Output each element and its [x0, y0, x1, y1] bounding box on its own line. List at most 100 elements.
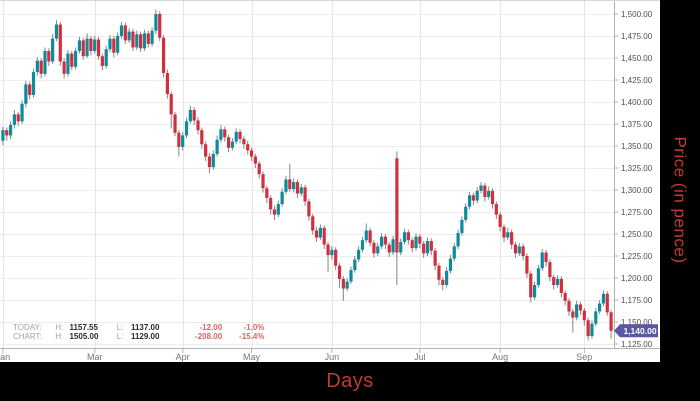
- candle-up: [85, 38, 89, 57]
- candle-down: [5, 130, 9, 136]
- candle-down: [303, 187, 307, 202]
- chart-legend: TODAY: H: 1157.55 L: 1137.00 -12.00 -1.0…: [13, 323, 264, 341]
- candle-down: [582, 310, 586, 321]
- candle-down: [525, 256, 529, 274]
- today-change: -12.00: [199, 323, 223, 332]
- candle-down: [368, 230, 372, 243]
- candle-up: [391, 239, 395, 253]
- candle-down: [529, 273, 533, 298]
- candle-up: [594, 311, 598, 324]
- candle-up: [540, 252, 544, 269]
- x-axis-title-bar: Days: [0, 362, 700, 401]
- candle-up: [66, 53, 70, 74]
- candle-down: [502, 226, 506, 238]
- candle-down: [521, 246, 525, 256]
- candle-up: [284, 179, 288, 192]
- y-axis-tick-label: 1,475.00: [621, 32, 653, 41]
- candle-up: [12, 114, 16, 125]
- today-high-value: 1157.55: [69, 323, 98, 332]
- candle-up: [376, 246, 380, 254]
- x-axis-tick-label: May: [243, 352, 261, 362]
- legend-row-today: TODAY: H: 1157.55 L: 1137.00 -12.00 -1.0…: [13, 323, 264, 332]
- candle-up: [598, 303, 602, 312]
- candle-down: [139, 34, 143, 49]
- candle-up: [364, 230, 368, 241]
- candle-down: [326, 244, 330, 256]
- candle-down: [605, 293, 609, 313]
- candle-up: [353, 259, 357, 271]
- candle-down: [70, 53, 74, 67]
- candle-down: [158, 14, 162, 38]
- candle-down: [441, 279, 445, 286]
- candle-up: [479, 185, 483, 191]
- candle-up: [276, 204, 280, 215]
- y-axis-tick-label: 1,350.00: [621, 142, 653, 151]
- y-axis-tick-label: 1,225.00: [621, 252, 653, 261]
- candle-up: [119, 25, 124, 36]
- candle-up: [135, 34, 139, 48]
- candle-up: [464, 206, 468, 220]
- x-axis-tick-label: Jun: [325, 352, 340, 362]
- candle-down: [494, 204, 498, 215]
- candle-down: [165, 72, 169, 95]
- candle-up: [399, 241, 403, 253]
- candle-down: [341, 278, 345, 289]
- candle-down: [253, 156, 257, 164]
- candle-down: [223, 129, 227, 138]
- candle-down: [387, 244, 391, 253]
- x-axis-tick-label: Mar: [87, 352, 103, 362]
- x-axis-tick-label: Apr: [176, 352, 190, 362]
- candle-down: [334, 249, 338, 266]
- x-axis-tick-label: Jul: [414, 352, 426, 362]
- chart-change-pct: -15.4%: [239, 332, 265, 341]
- candle-down: [28, 84, 32, 95]
- candle-down: [483, 185, 487, 198]
- y-axis-title-bar: Price (in pence): [660, 22, 700, 377]
- candle-up: [532, 285, 537, 298]
- candle-down: [81, 40, 85, 57]
- candle-up: [357, 249, 361, 260]
- x-axis-tick-label: Sep: [576, 352, 592, 362]
- candle-down: [295, 182, 300, 194]
- candle-down: [552, 277, 556, 286]
- candle-up: [475, 190, 479, 201]
- candle-down: [471, 195, 475, 201]
- candle-up: [1, 130, 5, 141]
- candle-down: [238, 131, 242, 139]
- candle-up: [448, 258, 453, 271]
- candle-up: [73, 50, 78, 67]
- chart-high-label: H:: [55, 332, 64, 341]
- candle-up: [506, 232, 510, 238]
- candle-down: [563, 292, 567, 301]
- candle-down: [272, 209, 277, 215]
- y-axis-tick-label: 1,425.00: [621, 76, 653, 85]
- y-axis-tick-label: 1,300.00: [621, 186, 653, 195]
- candle-up: [517, 246, 521, 254]
- candle-down: [422, 243, 426, 254]
- candle-down: [196, 120, 200, 131]
- candle-down: [544, 252, 548, 263]
- candle-down: [567, 300, 571, 312]
- candle-down: [429, 241, 433, 251]
- y-axis-tick-label: 1,325.00: [621, 164, 653, 173]
- y-axis-tick-label: 1,175.00: [621, 296, 653, 305]
- y-axis-tick-label: 1,375.00: [621, 120, 653, 129]
- candle-up: [24, 84, 28, 104]
- chart-low-value: 1129.00: [130, 332, 160, 341]
- candle-down: [410, 240, 414, 249]
- candle-up: [330, 249, 334, 256]
- candle-down: [418, 236, 422, 244]
- candle-up: [43, 50, 47, 74]
- chart-low-label: L:: [116, 332, 124, 341]
- candle-down: [261, 174, 265, 189]
- candle-down: [200, 130, 204, 145]
- candle-up: [345, 281, 349, 289]
- candle-down: [169, 94, 173, 115]
- candle-up: [104, 49, 108, 66]
- candlestick-chart[interactable]: 1,500.00 1,475.00 1,450.00 1,425.00 1,400.00…: [0, 1, 660, 363]
- candle-up: [456, 233, 460, 247]
- candle-down: [559, 278, 563, 293]
- candle-down: [433, 250, 437, 266]
- candle-down: [58, 24, 62, 62]
- candle-down: [269, 197, 273, 210]
